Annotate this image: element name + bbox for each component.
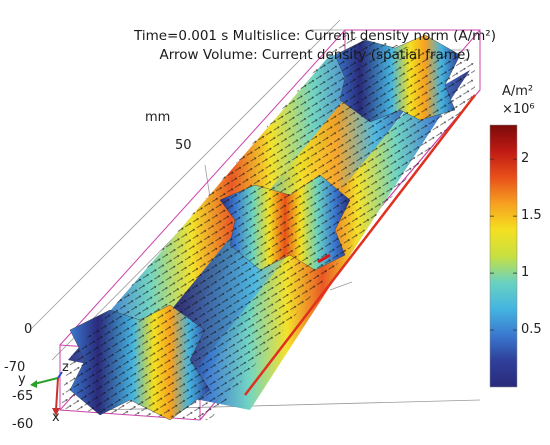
colorbar bbox=[489, 124, 518, 388]
axis-triad bbox=[30, 371, 63, 416]
axis-tick-label: -65 bbox=[12, 389, 34, 404]
colorbar-gradient bbox=[489, 124, 518, 388]
colorbar-tick-label: 2 bbox=[521, 151, 530, 167]
multislice-volume bbox=[60, 34, 476, 421]
colorbar-tick-marks bbox=[490, 158, 517, 331]
plot-subtitle: Arrow Volume: Current density (spatial f… bbox=[159, 47, 471, 63]
axis-unit-label: mm bbox=[145, 110, 171, 125]
colorbar-tick-label: 1 bbox=[521, 265, 530, 281]
colorbar-tick-label: 1.5 bbox=[521, 208, 542, 224]
axis-tick-label: -60 bbox=[12, 417, 34, 432]
colorbar-unit: A/m² bbox=[502, 84, 534, 99]
triad-y-label: y bbox=[18, 372, 26, 387]
axis-tick-label: 0 bbox=[24, 322, 33, 337]
axis-tick-label: -70 bbox=[4, 360, 26, 375]
plot-title: Time=0.001 s Multislice: Current density… bbox=[134, 28, 496, 44]
triad-x-label: x bbox=[52, 410, 60, 425]
triad-z-label: z bbox=[62, 360, 69, 375]
colorbar-multiplier: ×10⁶ bbox=[502, 102, 535, 117]
axis-tick-label: 50 bbox=[175, 138, 192, 153]
colorbar-tick-label: 0.5 bbox=[521, 322, 542, 338]
arrow-volume bbox=[60, 35, 475, 420]
